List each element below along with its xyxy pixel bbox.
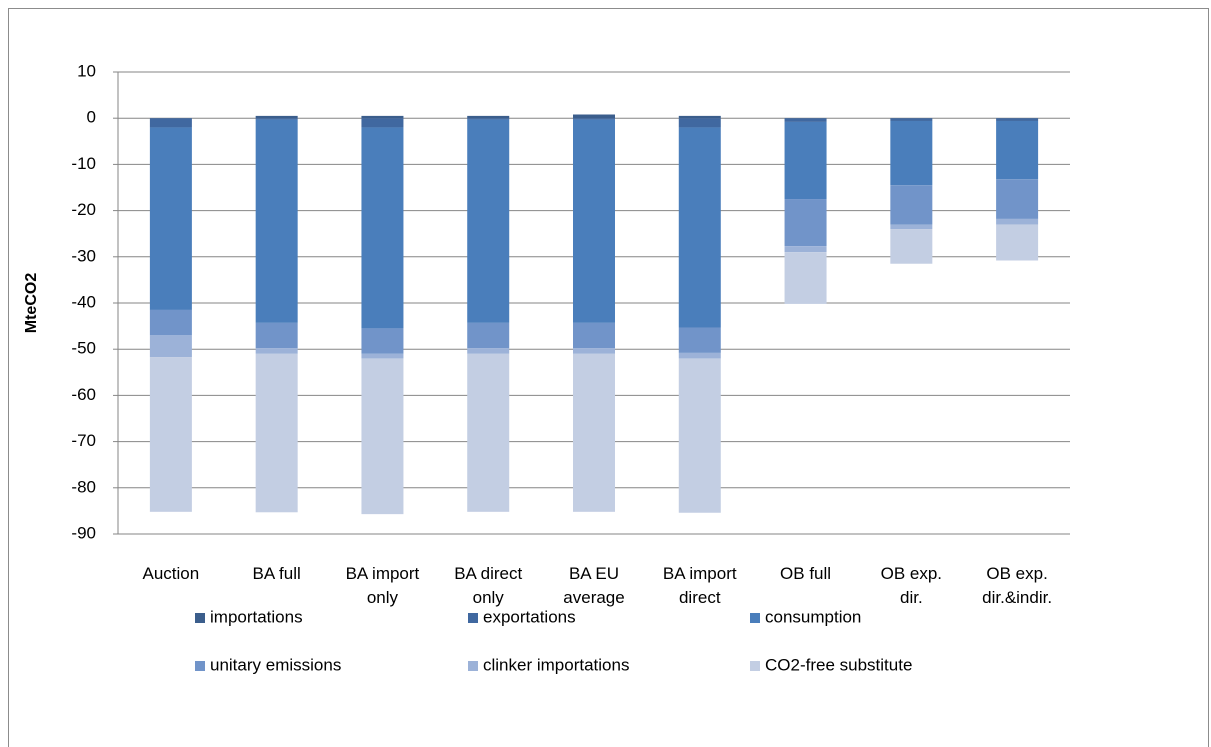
bar-segment — [890, 118, 933, 121]
bar-segment — [255, 353, 298, 513]
chart-border — [8, 8, 1209, 747]
bar-segment — [573, 114, 615, 119]
bar-segment — [573, 348, 615, 354]
bar-segment — [573, 119, 615, 323]
bar-segment — [255, 118, 298, 120]
bar-segment — [678, 127, 721, 328]
legend-swatch — [195, 613, 205, 623]
bar-segment — [996, 120, 1039, 180]
y-tick-label: -80 — [71, 477, 96, 496]
legend-label: unitary emissions — [210, 655, 341, 674]
bar-segment — [996, 224, 1039, 261]
bar-segment — [361, 353, 404, 359]
legend-swatch — [468, 613, 478, 623]
y-tick-label: 10 — [77, 61, 96, 80]
bar-segment — [149, 127, 192, 310]
bar-segment — [467, 348, 510, 354]
x-tick-label: OB exp. dir.&indir. — [982, 564, 1053, 607]
bar-segment — [573, 322, 615, 349]
legend-label: exportations — [483, 607, 576, 626]
bar-segment — [890, 224, 933, 230]
bar-segment — [996, 118, 1039, 121]
y-tick-label: -40 — [71, 292, 96, 311]
bar-segment — [255, 115, 298, 119]
bar-segment — [255, 119, 298, 323]
x-tick-label: BA direct only — [454, 564, 523, 607]
y-tick-label: -90 — [71, 523, 96, 542]
bar-segment — [996, 179, 1039, 219]
y-tick-label: -60 — [71, 385, 96, 404]
bar-segment — [678, 115, 721, 119]
x-tick-label: Auction — [142, 564, 200, 583]
bar-segment — [573, 118, 615, 120]
bar-segment — [678, 352, 721, 359]
y-axis-label: MteCO2 — [23, 273, 40, 334]
bar-segment — [467, 322, 510, 349]
bar-segment — [784, 121, 827, 200]
bar-segment — [361, 328, 404, 354]
bar-segment — [784, 252, 827, 304]
bar-segment — [996, 218, 1039, 225]
bar-segment — [678, 327, 721, 353]
x-tick-label: OB full — [780, 564, 832, 583]
bar-segment — [149, 309, 192, 336]
x-tick-label: BA full — [252, 564, 301, 583]
bar-segment — [890, 229, 933, 264]
legend-swatch — [750, 661, 760, 671]
x-tick-label: BA import direct — [662, 564, 737, 607]
bar-segment — [255, 348, 298, 354]
bar-segment — [361, 118, 404, 128]
x-tick-label: BA import only — [345, 564, 420, 607]
bar-segment — [149, 335, 192, 358]
y-tick-label: -50 — [71, 339, 96, 358]
bar-segment — [467, 353, 510, 512]
bar-segment — [149, 118, 192, 128]
bar-segment — [784, 199, 827, 247]
legend-label: consumption — [765, 607, 861, 626]
bar-segment — [361, 127, 404, 329]
bar-segment — [255, 322, 298, 349]
bar-segment — [678, 118, 721, 128]
bar-segment — [890, 120, 933, 186]
legend-swatch — [195, 661, 205, 671]
bar-segment — [467, 118, 510, 120]
bar-segment — [890, 185, 933, 225]
y-tick-label: -10 — [71, 154, 96, 173]
bar-segment — [361, 115, 404, 119]
y-tick-label: 0 — [87, 108, 96, 127]
bar-segment — [149, 357, 192, 512]
legend-label: clinker importations — [483, 655, 629, 674]
bar-segment — [784, 246, 827, 253]
legend-swatch — [468, 661, 478, 671]
legend-label: CO2-free substitute — [765, 655, 912, 674]
bar-segment — [361, 358, 404, 515]
y-tick-label: -30 — [71, 246, 96, 265]
bar-segment — [467, 115, 510, 119]
bar-segment — [784, 118, 827, 122]
bar-segment — [573, 353, 615, 512]
bar-segment — [467, 119, 510, 323]
legend-label: importations — [210, 607, 303, 626]
bar-segment — [678, 358, 721, 513]
x-tick-label: OB exp. dir. — [880, 564, 943, 607]
y-tick-label: -70 — [71, 431, 96, 450]
legend-swatch — [750, 613, 760, 623]
y-tick-label: -20 — [71, 200, 96, 219]
x-tick-label: BA EU average — [563, 564, 625, 607]
